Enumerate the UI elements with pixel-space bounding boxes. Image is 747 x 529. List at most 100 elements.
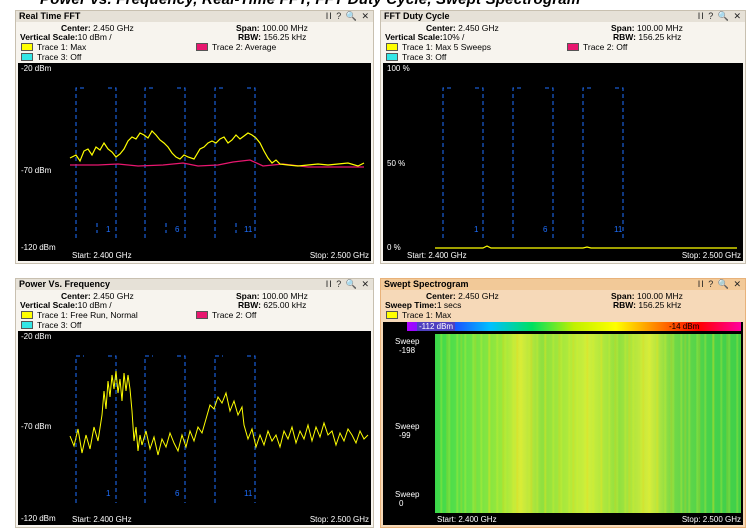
scale-min-label: -112 dBm bbox=[417, 322, 456, 331]
vscale-value: 10 dBm / bbox=[77, 32, 112, 42]
channel-11-label: 11 bbox=[244, 225, 253, 234]
trace1-duty-line bbox=[435, 245, 737, 249]
span-label: Span: bbox=[236, 23, 260, 33]
trace3-swatch[interactable] bbox=[21, 53, 33, 61]
fft-trace-svg bbox=[69, 87, 365, 238]
panel-title: Swept Spectrogram bbox=[381, 279, 745, 290]
panel-controls[interactable]: II ? 🔍 ✕ bbox=[325, 279, 370, 289]
center-value: 2.450 GHz bbox=[93, 23, 134, 33]
trace1-swatch[interactable] bbox=[21, 43, 33, 51]
panel-real-time-fft: Real Time FFT II ? 🔍 ✕ Center: 2.450 GHz… bbox=[15, 10, 374, 264]
center-label: Center: bbox=[426, 23, 456, 33]
trace1-label[interactable]: Trace 1: Free Run, Normal bbox=[37, 310, 138, 320]
center-value: 2.450 GHz bbox=[458, 23, 499, 33]
trace1-label[interactable]: Trace 1: Max bbox=[402, 310, 452, 320]
center-value: 2.450 GHz bbox=[458, 291, 499, 301]
channel-markers bbox=[75, 355, 256, 503]
trace2-label[interactable]: Trace 2: Average bbox=[212, 42, 277, 52]
y-axis-mid-label: Sweep bbox=[395, 422, 420, 431]
fft-plot-area[interactable]: -20 dBm -70 dBm -120 dBm 1 6 11 Start: 2… bbox=[18, 63, 371, 261]
banner-text: Power vs. Frequency, Real-Time FFT, FFT … bbox=[40, 0, 580, 8]
span-value: 100.00 MHz bbox=[637, 291, 683, 301]
channel-11-label: 11 bbox=[614, 225, 623, 234]
trace3-label[interactable]: Trace 3: Off bbox=[37, 52, 82, 62]
span-value: 100.00 MHz bbox=[262, 23, 308, 33]
vscale-label: Vertical Scale: bbox=[385, 32, 443, 42]
panel-title: Power Vs. Frequency bbox=[16, 279, 373, 290]
vscale-value: 10 dBm / bbox=[77, 300, 112, 310]
span-label: Span: bbox=[611, 291, 635, 301]
y-axis-mid: -70 dBm bbox=[21, 422, 52, 431]
span-label: Span: bbox=[236, 291, 260, 301]
duty-trace-svg bbox=[435, 87, 737, 249]
rbw-label: RBW: bbox=[613, 32, 636, 42]
trace2-swatch[interactable] bbox=[196, 43, 208, 51]
y-axis-bottom: -120 dBm bbox=[21, 243, 56, 252]
scale-max-label: -14 dBm bbox=[669, 322, 700, 331]
y-axis-bottom: -120 dBm bbox=[21, 514, 56, 523]
trace2-swatch[interactable] bbox=[196, 311, 208, 319]
rbw-value: 156.25 kHz bbox=[263, 32, 307, 42]
panel-controls[interactable]: II ? 🔍 ✕ bbox=[325, 11, 370, 21]
trace1-swatch[interactable] bbox=[386, 43, 398, 51]
spectrogram-image bbox=[435, 334, 741, 513]
start-frequency: Start: 2.400 GHz bbox=[407, 251, 467, 260]
trace3-label[interactable]: Trace 3: Off bbox=[37, 320, 82, 330]
trace2-label[interactable]: Trace 2: Off bbox=[212, 310, 257, 320]
center-value: 2.450 GHz bbox=[93, 291, 134, 301]
vscale-label: Vertical Scale: bbox=[20, 32, 78, 42]
rbw-label: RBW: bbox=[613, 300, 636, 310]
sweep-time-label: Sweep Time: bbox=[385, 300, 437, 310]
pvf-trace-svg bbox=[69, 355, 369, 503]
y-axis-top: -20 dBm bbox=[21, 332, 52, 341]
trace3-swatch[interactable] bbox=[21, 321, 33, 329]
rbw-value: 156.25 kHz bbox=[638, 32, 682, 42]
trace3-swatch[interactable] bbox=[386, 53, 398, 61]
trace1-label[interactable]: Trace 1: Max 5 Sweeps bbox=[402, 42, 491, 52]
center-label: Center: bbox=[61, 291, 91, 301]
stop-frequency: Stop: 2.500 GHz bbox=[681, 251, 741, 260]
y-axis-bottom: 0 % bbox=[387, 243, 401, 252]
center-label: Center: bbox=[426, 291, 456, 301]
trace1-max-line bbox=[69, 130, 365, 167]
vscale-label: Vertical Scale: bbox=[20, 300, 78, 310]
stop-frequency: Stop: 2.500 GHz bbox=[681, 515, 741, 524]
vscale-value: 10% / bbox=[442, 32, 465, 42]
trace2-swatch[interactable] bbox=[567, 43, 579, 51]
start-frequency: Start: 2.400 GHz bbox=[72, 251, 132, 260]
panel-title: FFT Duty Cycle bbox=[381, 11, 745, 22]
channel-1-label: 1 bbox=[106, 225, 111, 234]
page-banner: Power vs. Frequency, Real-Time FFT, FFT … bbox=[0, 0, 747, 10]
y-axis-top-label: Sweep bbox=[395, 337, 420, 346]
channel-1-label: 1 bbox=[106, 489, 111, 498]
rbw-value: 156.25 kHz bbox=[638, 300, 682, 310]
panel-controls[interactable]: II ? 🔍 ✕ bbox=[697, 279, 742, 289]
trace1-swatch[interactable] bbox=[386, 311, 398, 319]
span-value: 100.00 MHz bbox=[262, 291, 308, 301]
y-axis-top: -20 dBm bbox=[21, 64, 52, 73]
span-label: Span: bbox=[611, 23, 635, 33]
start-frequency: Start: 2.400 GHz bbox=[72, 515, 132, 524]
trace3-label[interactable]: Trace 3: Off bbox=[402, 52, 447, 62]
y-axis-mid: -70 dBm bbox=[21, 166, 52, 175]
panel-title: Real Time FFT bbox=[16, 11, 373, 22]
sweep-time-value: 1 secs bbox=[436, 300, 462, 310]
pvf-plot-area[interactable]: -20 dBm -70 dBm -120 dBm 1 6 11 Start: 2… bbox=[18, 331, 371, 525]
rbw-label: RBW: bbox=[238, 300, 261, 310]
channel-1-label: 1 bbox=[474, 225, 479, 234]
channel-6-label: 6 bbox=[175, 489, 180, 498]
panel-swept-spectrogram: Swept Spectrogram II ? 🔍 ✕ Center: 2.450… bbox=[380, 278, 746, 528]
rbw-label: RBW: bbox=[238, 32, 261, 42]
panel-controls[interactable]: II ? 🔍 ✕ bbox=[697, 11, 742, 21]
y-axis-mid: 50 % bbox=[387, 159, 406, 168]
channel-markers bbox=[75, 87, 256, 238]
spectrogram-plot-area[interactable]: -112 dBm -14 dBm Sweep -198 Sweep -99 Sw… bbox=[383, 322, 743, 525]
stop-frequency: Stop: 2.500 GHz bbox=[309, 515, 369, 524]
color-scale-bar[interactable] bbox=[407, 322, 741, 331]
trace1-swatch[interactable] bbox=[21, 311, 33, 319]
trace1-normal-line bbox=[69, 370, 369, 456]
start-frequency: Start: 2.400 GHz bbox=[437, 515, 497, 524]
trace2-label[interactable]: Trace 2: Off bbox=[583, 42, 628, 52]
trace1-label[interactable]: Trace 1: Max bbox=[37, 42, 87, 52]
duty-plot-area[interactable]: 100 % 50 % 0 % 1 6 11 Start: 2.400 GHz S… bbox=[383, 63, 743, 261]
